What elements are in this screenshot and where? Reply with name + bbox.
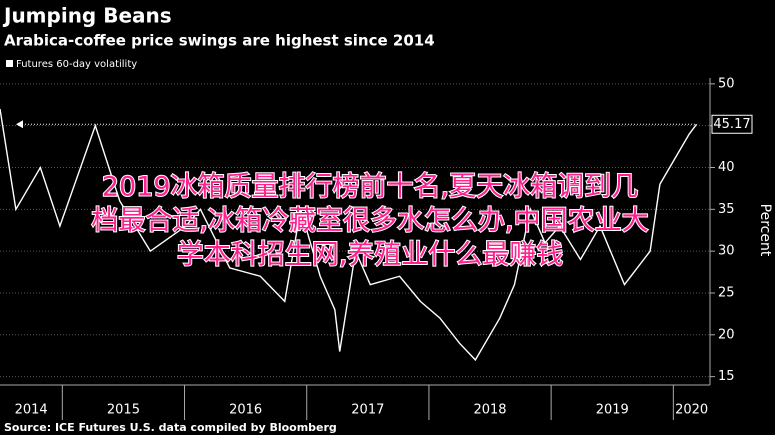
source: Source: ICE Futures U.S. data compiled b… — [4, 421, 337, 434]
y-tick-label: 25 — [718, 285, 735, 300]
x-tick-label: 2019 — [596, 403, 629, 418]
y-axis-label: Percent — [757, 204, 773, 257]
line — [0, 108, 698, 362]
x-tick-label: 2015 — [107, 403, 140, 418]
y-tick-label: 40 — [718, 160, 735, 175]
overlay-text: 档最合适,冰箱冷藏室很多水怎么办,中国农业大 — [91, 206, 648, 237]
overlay-text: 学本科招生网,养殖业什么最赚钱 — [177, 240, 564, 271]
y-tick-label: 50 — [718, 76, 735, 91]
y-tick-label: 30 — [718, 244, 735, 259]
last-value-label: 45.17 — [713, 117, 750, 132]
y-tick-label: 35 — [718, 202, 735, 217]
last-value-arrow — [16, 120, 23, 129]
chart-subtitle: Arabica-coffee price swings are highest … — [4, 32, 435, 50]
x-tick-label: 2017 — [351, 403, 384, 418]
last-value-box — [711, 114, 753, 134]
legend-swatch — [6, 60, 13, 67]
x-tick-label: 2020 — [675, 403, 708, 418]
legend-label: Futures 60-day volatility — [16, 59, 137, 70]
y-tick-label: 20 — [718, 327, 735, 342]
x-tick-label: 2018 — [473, 403, 506, 418]
x-tick-label: 2016 — [229, 403, 262, 418]
x-tick-label: 2014 — [15, 403, 48, 418]
y-tick-label: 15 — [718, 369, 735, 384]
chart-title: Jumping Beans — [2, 4, 172, 28]
overlay-text: 2019冰箱质量排行榜前十名,夏天冰箱调到几 — [102, 172, 638, 203]
